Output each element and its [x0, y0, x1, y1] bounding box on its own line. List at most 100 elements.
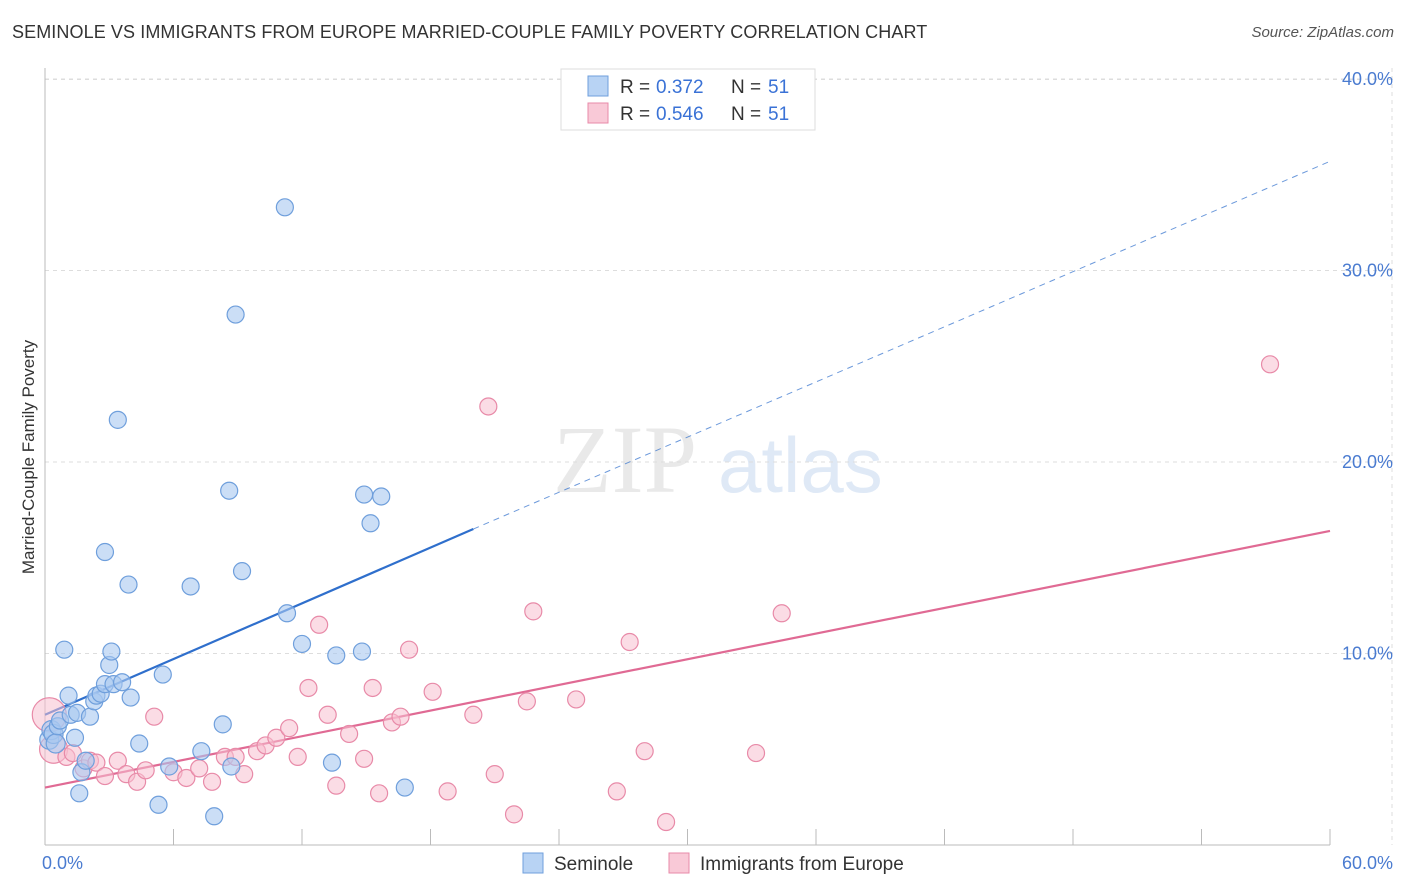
seminole-legend-swatch: [587, 75, 609, 97]
europe-point: [95, 766, 115, 786]
x-tick-label: 60.0%: [1342, 853, 1393, 873]
europe-point: [267, 728, 286, 747]
y-tick-label: 10.0%: [1342, 644, 1393, 664]
y-tick-label: 30.0%: [1342, 261, 1393, 281]
y-tick-label: 20.0%: [1342, 452, 1393, 472]
seminole-point: [112, 673, 132, 692]
seminole-point: [352, 642, 372, 661]
seminole-point: [275, 198, 294, 217]
europe-point: [299, 678, 318, 698]
seminole-point: [192, 742, 211, 761]
seminole-point: [149, 795, 168, 814]
seminole-point: [277, 604, 297, 623]
seminole-point: [153, 665, 172, 684]
chart-title: SEMINOLE VS IMMIGRANTS FROM EUROPE MARRI…: [12, 22, 928, 42]
bottom-legend-europe-label: Immigrants from Europe: [700, 854, 904, 875]
seminole-n-value: 51: [768, 77, 789, 98]
seminole-r-value: 0.372: [656, 77, 704, 98]
seminole-point: [76, 751, 95, 770]
series-legend: Seminole Immigrants from Europe: [522, 852, 904, 875]
tick-labels: 10.0% 20.0% 30.0% 40.0% 0.0% 60.0%: [42, 69, 1393, 873]
seminole-point: [80, 707, 100, 726]
watermark: ZIP atlas: [553, 406, 883, 513]
europe-point: [464, 705, 483, 724]
bottom-legend-europe-swatch: [668, 852, 690, 874]
seminole-point: [355, 485, 374, 504]
europe-n-value: 51: [768, 104, 789, 125]
y-axis-label: Married-Couple Family Poverty: [19, 339, 38, 574]
watermark-zip: ZIP: [553, 406, 697, 513]
series-seminole: [39, 198, 414, 826]
seminole-n-label: N =: [731, 77, 761, 98]
seminole-point: [361, 514, 380, 533]
europe-point: [485, 765, 504, 784]
seminole-point: [213, 715, 232, 734]
bottom-legend-seminole-label: Seminole: [554, 854, 633, 875]
seminole-point: [220, 481, 239, 500]
europe-point: [310, 615, 329, 634]
europe-point: [202, 772, 222, 791]
europe-point: [318, 705, 337, 724]
europe-point: [567, 690, 586, 709]
seminole-point: [327, 646, 346, 665]
europe-point: [391, 707, 410, 726]
seminole-point: [102, 642, 121, 661]
europe-point: [108, 751, 127, 770]
seminole-point: [222, 757, 241, 776]
seminole-point: [59, 686, 78, 705]
europe-point: [423, 682, 442, 701]
source-credit: Source: ZipAtlas.com: [1251, 24, 1394, 41]
europe-point: [355, 749, 374, 768]
europe-point: [504, 805, 524, 824]
europe-point: [479, 397, 498, 416]
seminole-point: [205, 807, 224, 826]
europe-point: [145, 707, 164, 726]
europe-point: [177, 768, 196, 788]
europe-point: [280, 719, 299, 738]
x-tick-label: 0.0%: [42, 853, 83, 873]
europe-n-label: N =: [731, 104, 761, 125]
seminole-r-label: R =: [620, 77, 650, 98]
europe-r-label: R =: [620, 104, 650, 125]
seminole-point: [108, 410, 127, 429]
europe-point: [746, 743, 766, 763]
europe-point: [620, 632, 639, 652]
seminole-point: [395, 778, 414, 797]
europe-point: [327, 776, 346, 795]
seminole-point: [45, 733, 66, 754]
seminole-point: [121, 688, 140, 707]
europe-point: [607, 782, 626, 801]
series-immigrants-from-europe: [31, 355, 1280, 832]
europe-point: [399, 640, 419, 659]
seminole-point: [232, 562, 252, 581]
europe-point: [288, 747, 307, 767]
seminole-point: [95, 542, 115, 562]
europe-r-value: 0.546: [656, 104, 704, 125]
europe-point: [190, 759, 209, 778]
seminole-point: [226, 305, 245, 324]
y-tick-label: 40.0%: [1342, 69, 1393, 89]
stats-legend: R = 0.372 N = 51 R = 0.546 N = 51: [560, 68, 816, 131]
europe-point: [772, 604, 791, 623]
europe-point: [635, 742, 654, 761]
bottom-legend-seminole-swatch: [522, 852, 544, 874]
seminole-point: [119, 575, 138, 594]
seminole-point: [292, 634, 312, 654]
europe-point: [438, 782, 457, 801]
seminole-point: [70, 784, 89, 803]
europe-point: [1260, 355, 1280, 374]
seminole-point: [322, 753, 342, 772]
seminole-trend-extension: [473, 160, 1331, 530]
europe-point: [524, 602, 543, 621]
europe-legend-swatch: [587, 102, 609, 124]
europe-point: [136, 761, 155, 780]
seminole-point: [130, 734, 149, 753]
seminole-point: [372, 487, 391, 506]
seminole-point: [181, 577, 200, 596]
europe-point: [340, 724, 359, 744]
seminole-point: [55, 640, 74, 659]
europe-point: [363, 678, 382, 698]
watermark-atlas: atlas: [718, 421, 883, 509]
europe-point: [517, 692, 536, 711]
